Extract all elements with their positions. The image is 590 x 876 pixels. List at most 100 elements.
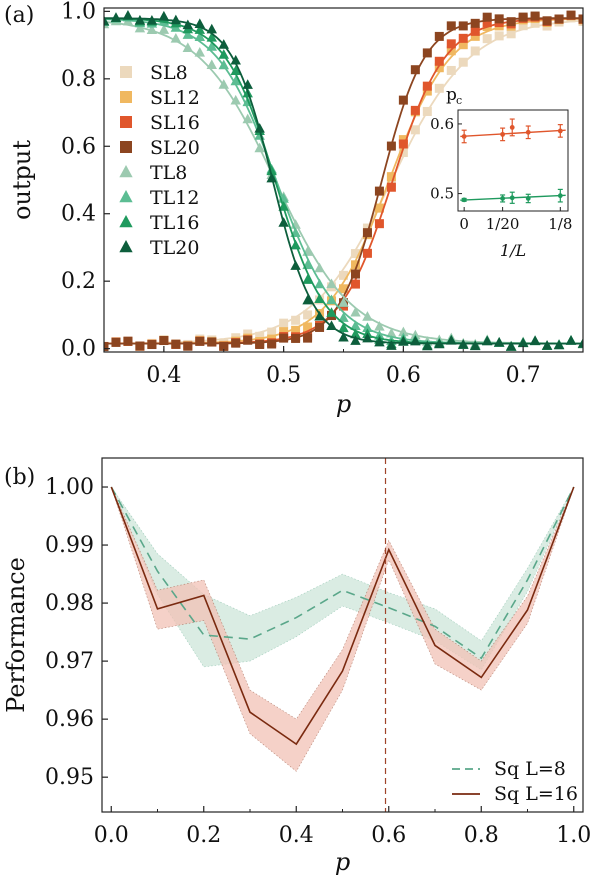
marker-SL16: [470, 26, 480, 36]
marker-SL20: [207, 337, 217, 347]
marker-SL16: [398, 139, 408, 149]
marker-SL20: [506, 17, 516, 27]
marker-SL16: [410, 105, 420, 115]
legend-marker-TL8: [119, 165, 133, 178]
marker-TL8: [362, 311, 373, 321]
marker-SL8: [398, 148, 408, 158]
marker-SL20: [362, 228, 372, 238]
y-tick-label: 0.2: [61, 269, 96, 294]
panel-b-y-axis-label: Performance: [2, 557, 30, 713]
marker-TL20: [541, 340, 553, 350]
marker-SL20: [303, 333, 313, 343]
panel-b-chart: 0.0 0.2 0.4 0.6 0.8 1.0 0.95 0.96 0.97 0.98 0.99 1.…: [2, 457, 590, 876]
inset-point-TL: [557, 193, 563, 199]
inset-point-TL: [461, 197, 467, 203]
marker-TL16: [326, 307, 337, 317]
marker-TL20: [194, 18, 206, 29]
marker-TL20: [242, 79, 253, 89]
y-tick-label: 0.99: [45, 533, 94, 558]
marker-TL20: [110, 12, 122, 22]
inset-x-tick-label: 1/20: [486, 215, 520, 233]
marker-SL12: [374, 203, 384, 213]
x-tick-label: 0.8: [464, 823, 499, 848]
marker-SL8: [422, 106, 432, 116]
marker-SL20: [542, 16, 552, 26]
marker-SL20: [386, 141, 396, 151]
marker-TL12: [350, 320, 361, 330]
inset-y-axis-label-subscript: c: [456, 94, 462, 107]
marker-SL20: [518, 12, 528, 22]
marker-TL20: [350, 335, 361, 345]
marker-TL20: [577, 338, 583, 348]
marker-SL8: [255, 331, 265, 341]
marker-TL20: [529, 335, 541, 345]
marker-TL8: [338, 297, 349, 307]
marker-TL20: [362, 332, 373, 343]
marker-TL8: [350, 306, 361, 317]
legend-label-TL16: TL16: [150, 212, 199, 234]
marker-TL8: [398, 326, 409, 337]
marker-SL12: [339, 284, 348, 294]
marker-TL20: [434, 338, 445, 349]
legend-marker-SL12: [120, 91, 132, 103]
marker-TL20: [218, 39, 229, 49]
marker-SL8: [279, 318, 289, 328]
x-tick-label: 0.0: [94, 823, 129, 848]
marker-TL16: [350, 328, 361, 339]
marker-SL20: [315, 322, 325, 332]
marker-SL20: [458, 21, 468, 31]
panel-a-legend: SL8 SL12 SL16 SL20 TL8 TL12 TL16 TL20: [119, 62, 200, 259]
legend-label-TL12: TL12: [150, 187, 199, 209]
marker-SL12: [303, 322, 313, 332]
marker-SL20: [410, 65, 420, 75]
marker-SL8: [458, 57, 468, 67]
marker-TL20: [458, 339, 469, 349]
marker-SL20: [159, 336, 169, 346]
marker-TL20: [266, 172, 277, 183]
marker-TL12: [326, 294, 337, 305]
marker-SL8: [494, 31, 504, 41]
inset-x-tick-label: 0: [459, 215, 469, 233]
marker-TL8: [182, 42, 194, 53]
marker-SL16: [374, 219, 384, 229]
marker-SL16: [446, 39, 456, 49]
marker-SL20: [446, 21, 456, 31]
marker-SL20: [147, 340, 157, 350]
marker-SL20: [104, 342, 109, 352]
marker-SL16: [434, 56, 444, 66]
marker-TL16: [230, 65, 241, 75]
legend-label-TL8: TL8: [150, 162, 187, 184]
marker-TL20: [278, 217, 289, 227]
marker-SL8: [410, 125, 420, 135]
marker-TL20: [170, 14, 182, 25]
y-tick-label: 1.0: [61, 0, 96, 24]
marker-TL20: [230, 54, 241, 65]
marker-TL8: [158, 24, 170, 34]
marker-SL20: [578, 14, 583, 24]
marker-SL8: [506, 29, 516, 39]
inset-y-axis-label: p: [446, 85, 457, 105]
marker-TL20: [158, 10, 170, 21]
marker-TL16: [338, 322, 349, 333]
marker-SL20: [350, 269, 360, 279]
marker-SL20: [123, 336, 133, 346]
marker-SL12: [434, 63, 444, 73]
legend-label-SL16: SL16: [150, 112, 200, 134]
marker-SL12: [386, 172, 396, 182]
x-tick-label: 0.6: [371, 823, 406, 848]
y-tick-label: 0.0: [61, 337, 96, 362]
marker-TL20: [446, 335, 457, 345]
marker-TL20: [470, 340, 481, 351]
marker-SL20: [195, 336, 205, 346]
marker-SL12: [279, 327, 289, 337]
marker-TL20: [553, 339, 565, 350]
marker-SL16: [386, 182, 396, 192]
marker-TL8: [314, 262, 325, 273]
inset-point-SL: [461, 134, 467, 139]
inset-y-tick-label: 0.6: [430, 115, 454, 133]
marker-TL20: [122, 10, 134, 20]
marker-TL20: [505, 341, 517, 351]
marker-SL8: [470, 46, 480, 56]
inset-point-TL: [500, 196, 506, 201]
legend-marker-TL20: [119, 240, 133, 253]
